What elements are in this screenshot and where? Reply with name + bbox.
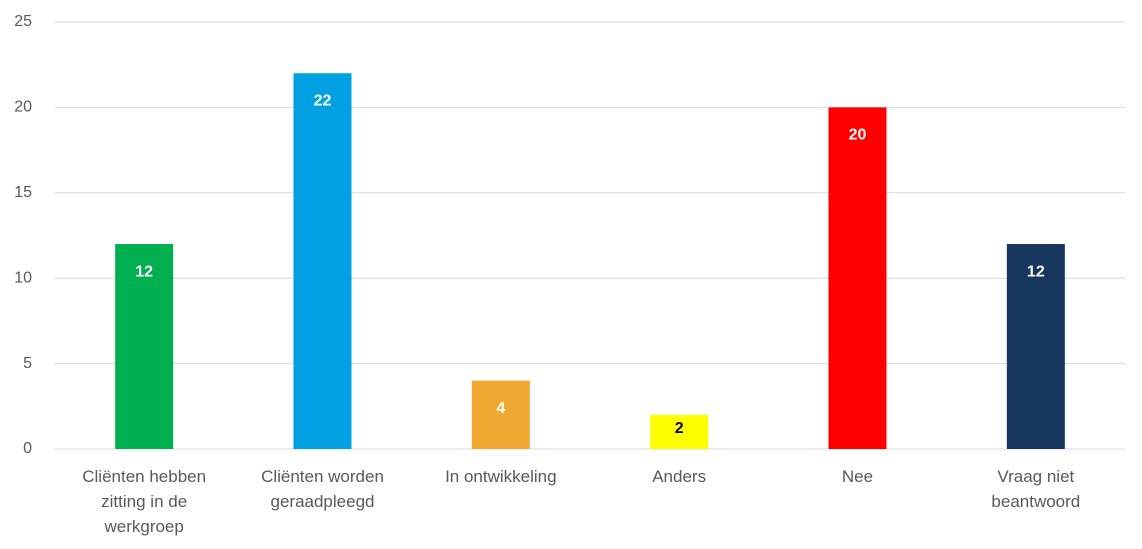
y-tick-label: 10 [14, 269, 32, 286]
bar [1006, 244, 1065, 449]
y-tick-label: 5 [23, 355, 32, 372]
data-label: 20 [849, 127, 867, 144]
bar [650, 414, 709, 449]
data-label: 2 [675, 420, 684, 437]
x-tick-label: Vraag niet beantwoord [991, 467, 1081, 511]
data-label: 22 [314, 92, 332, 109]
y-tick-label: 25 [14, 13, 32, 30]
data-label: 12 [1027, 263, 1045, 280]
bar [828, 107, 887, 450]
bar [293, 73, 352, 450]
x-tick-label: Cliënten worden geraadpleegd [261, 467, 384, 511]
x-tick-label: Anders [652, 467, 707, 486]
bar [115, 244, 174, 449]
y-tick-label: 0 [23, 440, 32, 457]
x-tick-label: Nee [841, 467, 874, 486]
x-tick-label: Cliënten hebben zitting in de werkgroep [82, 467, 207, 536]
bar [471, 380, 530, 449]
y-tick-label: 20 [14, 99, 32, 116]
data-label: 4 [496, 400, 505, 417]
x-tick-label: In ontwikkeling [445, 467, 557, 486]
data-label: 12 [135, 263, 153, 280]
y-tick-label: 15 [14, 184, 32, 201]
